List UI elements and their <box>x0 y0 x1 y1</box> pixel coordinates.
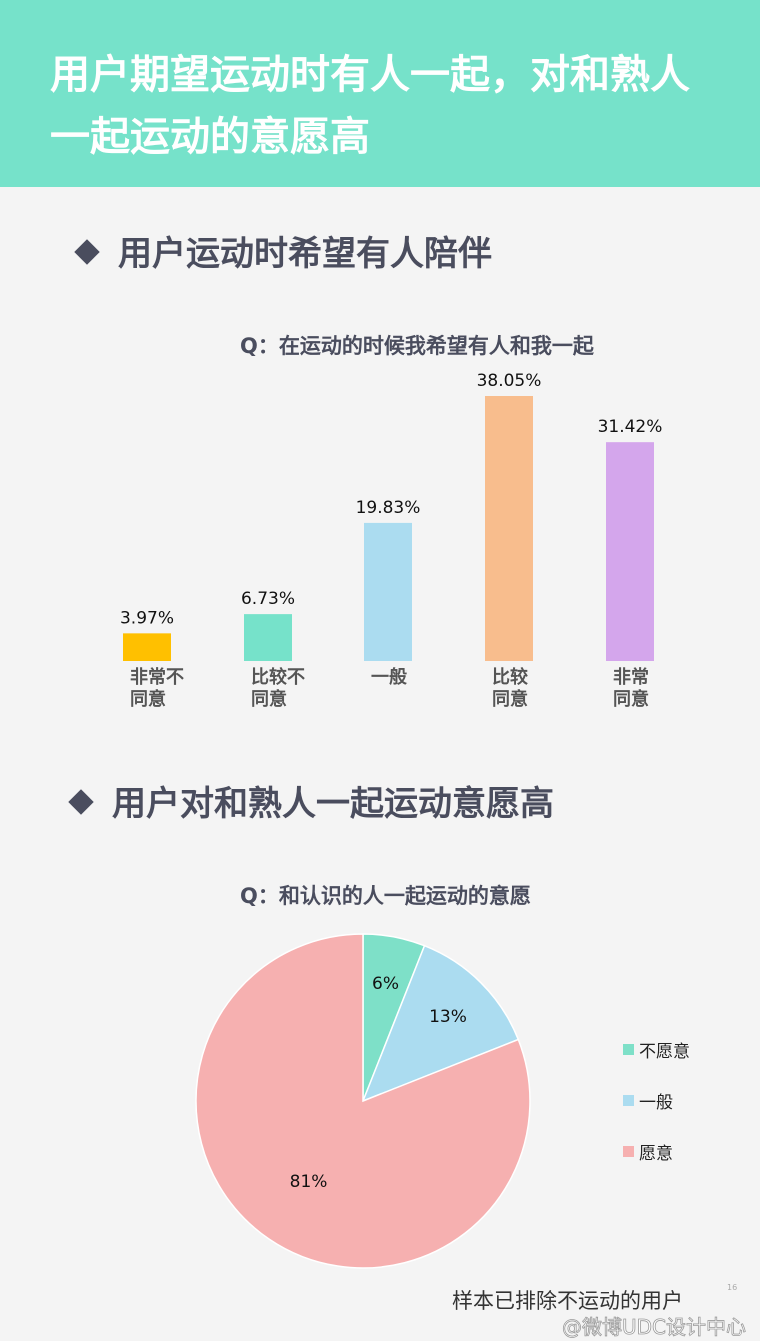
bar-category-label-2: 比较不 <box>251 666 305 688</box>
bar-category-label-4: 同意 <box>492 688 528 710</box>
pie-slice-1 <box>362 933 426 1102</box>
bar-chart-title: Q：在运动的时候我希望有人和我一起 <box>240 334 594 358</box>
pie-chart-title: Q：和认识的人一起运动的意愿 <box>240 884 531 908</box>
pie-value-label-3: 81% <box>290 1172 328 1192</box>
bar-value-label-5: 31.42% <box>598 417 663 437</box>
bar-2 <box>244 614 292 661</box>
page-title-line-2: 一起运动的意愿高 <box>50 114 370 160</box>
bar-category-label-1: 同意 <box>130 688 166 710</box>
bar-5 <box>606 442 654 661</box>
bar-value-label-3: 19.83% <box>356 498 421 518</box>
bar-value-label-4: 38.05% <box>477 371 542 391</box>
header-banner: 用户期望运动时有人一起，对和熟人 一起运动的意愿高 <box>0 0 760 187</box>
legend-label-3: 愿意 <box>639 1144 673 1164</box>
section-title-companionship: 用户运动时希望有人陪伴 <box>74 226 492 275</box>
pie-value-label-1: 6% <box>372 974 399 994</box>
pie-slice-2 <box>361 944 520 1103</box>
page-title: 用户期望运动时有人一起，对和熟人 一起运动的意愿高 <box>50 44 750 168</box>
bar-1 <box>123 633 171 661</box>
bar-category-label-2: 同意 <box>251 688 287 710</box>
bar-4 <box>485 396 533 661</box>
bar-value-label-2: 6.73% <box>241 589 295 609</box>
legend-label-2: 一般 <box>639 1093 673 1113</box>
page-number: 16 <box>727 1283 738 1292</box>
bar-category-label-3: 一般 <box>371 666 407 688</box>
pie-slice-3 <box>195 933 531 1269</box>
bar-category-label-5: 非常 <box>613 666 649 688</box>
legend-swatch-1 <box>623 1044 634 1055</box>
legend-swatch-2 <box>623 1095 634 1106</box>
diamond-bullet-icon <box>68 788 94 815</box>
bar-chart: 3.97%非常不同意6.73%比较不同意19.83%一般38.05%比较同意31… <box>120 371 663 710</box>
section-title-text: 用户运动时希望有人陪伴 <box>118 234 492 274</box>
bar-value-label-1: 3.97% <box>120 608 174 628</box>
bar-category-label-4: 比较 <box>492 666 528 688</box>
legend-label-1: 不愿意 <box>639 1042 690 1062</box>
bar-category-label-5: 同意 <box>613 688 649 710</box>
page-title-line-1: 用户期望运动时有人一起，对和熟人 <box>50 52 690 98</box>
legend-swatch-3 <box>623 1146 634 1157</box>
watermark: @微博UDC设计中心 <box>562 1315 747 1340</box>
section-title-familiar: 用户对和熟人一起运动意愿高 <box>68 776 554 825</box>
section-title-text: 用户对和熟人一起运动意愿高 <box>112 784 554 824</box>
bar-category-label-1: 非常不 <box>130 666 184 688</box>
sample-note: 样本已排除不运动的用户 <box>452 1289 683 1313</box>
pie-value-label-2: 13% <box>429 1007 467 1027</box>
bar-3 <box>364 522 412 661</box>
